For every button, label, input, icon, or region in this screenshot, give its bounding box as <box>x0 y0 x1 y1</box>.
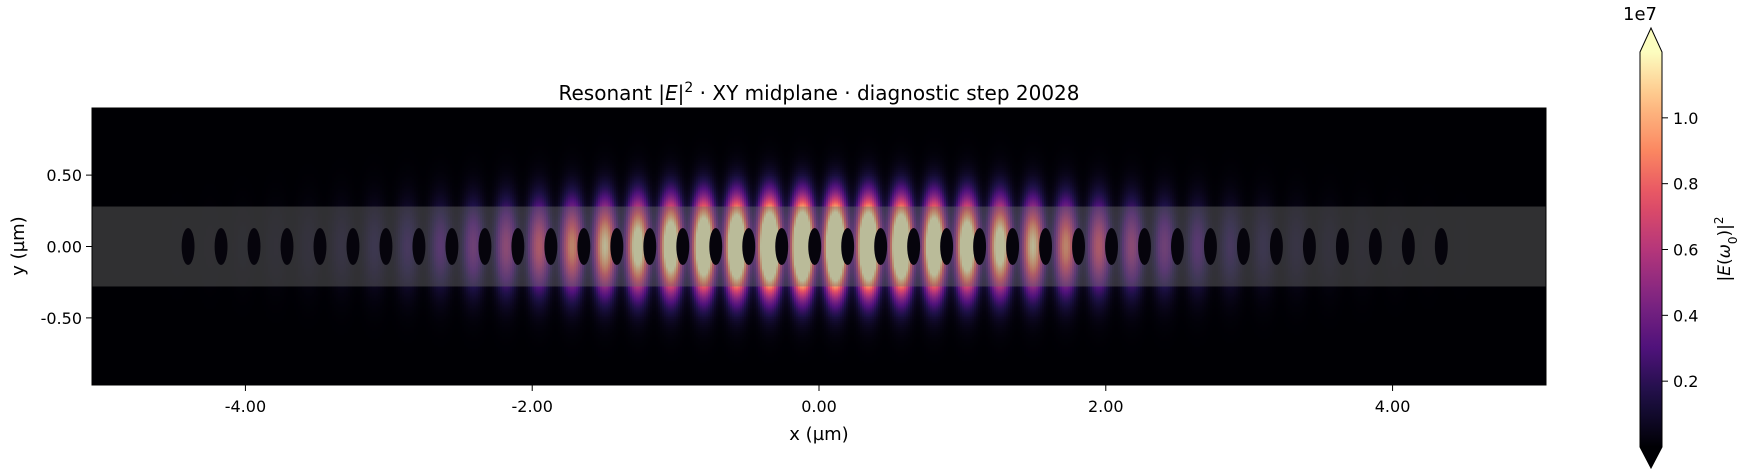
hole <box>214 227 228 266</box>
colorbar-tick-label: 0.2 <box>1673 372 1698 391</box>
hole <box>445 227 459 266</box>
plot-area <box>91 107 1547 386</box>
hole <box>379 227 393 266</box>
colorbar-frame <box>1639 26 1663 470</box>
hole <box>1236 227 1250 266</box>
colorbar: 0.2 0.4 0.6 0.8 1.0 1e7 |E(ω0)|2 <box>1623 4 1738 470</box>
colorbar-offset-text: 1e7 <box>1623 4 1657 25</box>
hole <box>280 227 294 266</box>
hole <box>1434 227 1448 266</box>
colorbar-ticks: 0.2 0.4 0.6 0.8 1.0 <box>1662 109 1698 391</box>
colorbar-tick-label: 0.6 <box>1673 241 1698 260</box>
hole <box>544 227 558 266</box>
hole <box>1368 227 1382 266</box>
colorbar-extend-max <box>1640 28 1662 52</box>
hole <box>346 227 360 266</box>
y-axis: -0.50 0.00 0.50 <box>41 166 92 328</box>
x-tick-label: 2.00 <box>1088 397 1124 416</box>
hole <box>1401 227 1415 266</box>
y-tick-label: 0.00 <box>46 238 82 257</box>
hole <box>841 227 855 266</box>
x-axis-label: x (µm) <box>789 424 848 445</box>
hole <box>412 227 426 266</box>
hole <box>808 227 822 266</box>
hole <box>247 227 261 266</box>
hole <box>1039 227 1053 266</box>
hole <box>181 227 195 266</box>
hole <box>709 227 723 266</box>
hole <box>478 227 492 266</box>
colorbar-tick-label: 0.8 <box>1673 175 1698 194</box>
colorbar-gradient <box>1640 52 1662 447</box>
x-axis: -4.00 -2.00 0.00 2.00 4.00 <box>225 385 1411 416</box>
hole <box>1335 227 1349 266</box>
hole-array <box>181 227 1448 266</box>
y-axis-label: y (µm) <box>8 216 29 275</box>
chart-title: Resonant |E|2 · XY midplane · diagnostic… <box>559 80 1080 105</box>
hole <box>1269 227 1283 266</box>
y-tick-label: -0.50 <box>41 309 82 328</box>
hole <box>1138 227 1151 266</box>
colorbar-label: |E(ω0)|2 <box>1712 216 1738 281</box>
hole <box>1302 227 1316 266</box>
hole <box>874 227 888 266</box>
hole <box>1204 227 1217 266</box>
hole <box>1072 227 1085 266</box>
hole <box>1006 227 1020 266</box>
colorbar-extend-min <box>1640 447 1662 468</box>
x-tick-label: 4.00 <box>1375 397 1411 416</box>
hole <box>940 227 954 266</box>
hole <box>907 227 921 266</box>
hole <box>643 227 657 266</box>
y-tick-label: 0.50 <box>46 166 82 185</box>
x-tick-label: 0.00 <box>801 397 837 416</box>
hole <box>511 227 525 266</box>
hole <box>1105 227 1118 266</box>
colorbar-tick-label: 1.0 <box>1673 109 1698 128</box>
hole <box>610 227 624 266</box>
hole <box>973 227 987 266</box>
hole <box>775 227 789 266</box>
hole <box>742 227 756 266</box>
x-tick-label: -2.00 <box>512 397 553 416</box>
hole <box>577 227 591 266</box>
hole <box>1171 227 1184 266</box>
colorbar-tick-label: 0.4 <box>1673 306 1698 325</box>
hole <box>676 227 690 266</box>
hole <box>313 227 327 266</box>
x-tick-label: -4.00 <box>225 397 266 416</box>
